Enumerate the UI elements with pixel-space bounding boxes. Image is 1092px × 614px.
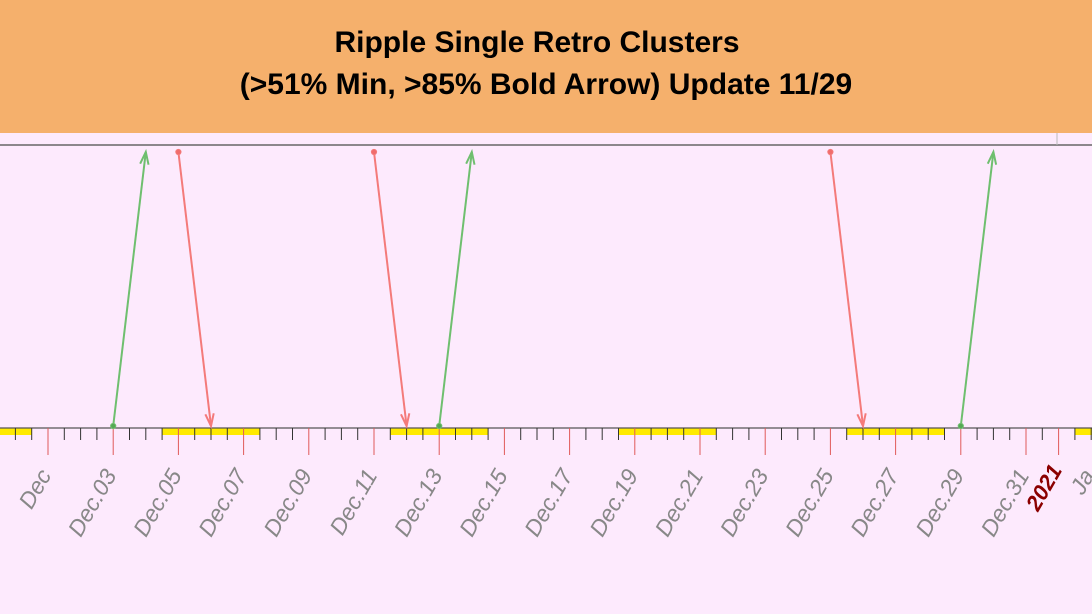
tick-label: Dec (13, 464, 56, 513)
tick-label: Dec.05 (128, 464, 187, 540)
arrowhead (204, 413, 215, 430)
tick-label: Dec.29 (910, 464, 969, 540)
arrow-origin-dot (827, 148, 834, 156)
arrowhead (986, 148, 998, 165)
arrowhead (400, 413, 411, 430)
tick-label: Dec.19 (584, 464, 643, 540)
tick-label: Dec.17 (519, 463, 579, 540)
arrow-origin-dot (110, 422, 117, 430)
tick-label: Ja (1064, 465, 1092, 500)
down-arrow-5 (829, 151, 864, 427)
cluster-bar-6 (1074, 428, 1092, 435)
tick-label: Dec.27 (845, 463, 905, 540)
tick-label: Dec.21 (649, 465, 708, 541)
up-arrow-1 (112, 151, 147, 427)
arrow-origin-dot (370, 148, 378, 156)
arrowhead (856, 413, 867, 430)
tick-label: Dec.03 (63, 464, 122, 540)
tick-label: Dec.15 (454, 464, 513, 540)
tick-label: Dec.13 (389, 464, 448, 540)
down-arrow-2 (177, 151, 212, 427)
tick-label: Dec.25 (780, 464, 839, 540)
up-arrow-4 (438, 151, 473, 427)
chart-title: Ripple Single Retro Clusters (334, 25, 740, 59)
tick-label: Dec.11 (324, 465, 382, 540)
chart-subtitle: (>51% Min, >85% Bold Arrow) Update 11/29 (239, 67, 853, 101)
arrow-origin-dot (175, 148, 182, 156)
tick-label: Dec.09 (258, 464, 317, 540)
down-arrow-3 (373, 151, 408, 427)
arrow-origin-dot (957, 422, 964, 430)
arrow-origin-dot (436, 422, 443, 430)
tick-label: Dec.23 (715, 464, 774, 540)
arrowhead (139, 148, 150, 165)
arrowhead (465, 148, 476, 165)
up-arrow-6 (959, 151, 995, 427)
title-banner: Ripple Single Retro Clusters (>51% Min, … (0, 0, 1092, 133)
tick-label: Dec.07 (193, 463, 253, 540)
